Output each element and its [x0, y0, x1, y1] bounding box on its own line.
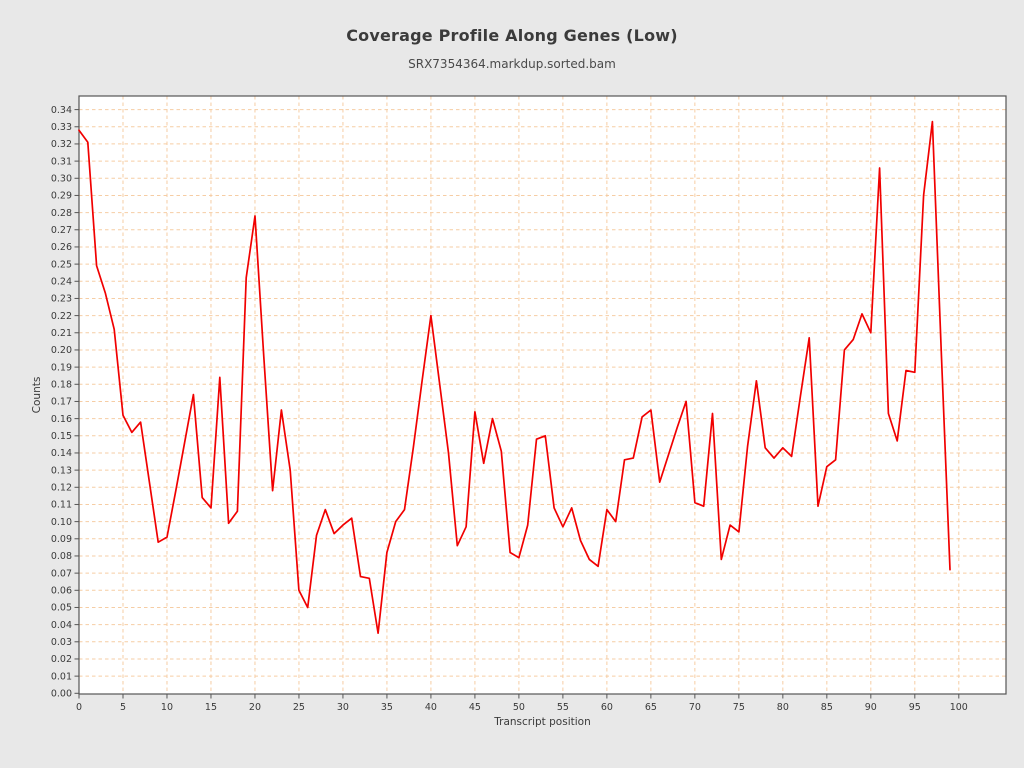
y-tick-label: 0.01	[51, 671, 72, 682]
x-tick-label: 25	[293, 702, 305, 713]
y-tick-label: 0.34	[51, 105, 72, 116]
x-tick-label: 35	[381, 702, 393, 713]
plot-frame	[78, 95, 1007, 695]
x-tick-label: 70	[689, 702, 701, 713]
y-tick-label: 0.00	[51, 689, 72, 700]
x-tick-label: 90	[865, 702, 877, 713]
y-tick-label: 0.19	[51, 362, 72, 373]
chart-title: Coverage Profile Along Genes (Low)	[346, 26, 678, 45]
y-tick-label: 0.25	[51, 259, 72, 270]
y-tick-label: 0.29	[51, 191, 72, 202]
x-tick-label: 30	[337, 702, 349, 713]
y-tick-label: 0.31	[51, 156, 72, 167]
x-tick-label: 95	[909, 702, 921, 713]
y-tick-label: 0.09	[51, 534, 72, 545]
x-tick-label: 75	[733, 702, 745, 713]
y-tick-label: 0.10	[51, 517, 72, 528]
x-tick-label: 85	[821, 702, 833, 713]
y-tick-label: 0.13	[51, 465, 72, 476]
y-tick-label: 0.32	[51, 139, 72, 150]
y-tick-label: 0.33	[51, 122, 72, 133]
y-axis-label: Counts	[31, 376, 43, 414]
y-tick-label: 0.23	[51, 294, 72, 305]
y-tick-label: 0.07	[51, 568, 72, 579]
y-tick-label: 0.05	[51, 603, 72, 614]
y-tick-label: 0.08	[51, 551, 72, 562]
x-tick-label: 80	[777, 702, 789, 713]
y-tick-label: 0.22	[51, 311, 72, 322]
y-tick-label: 0.28	[51, 208, 72, 219]
x-tick-label: 60	[601, 702, 613, 713]
x-tick-label: 100	[950, 702, 968, 713]
x-tick-label: 50	[513, 702, 525, 713]
x-tick-label: 40	[425, 702, 437, 713]
y-tick-label: 0.27	[51, 225, 72, 236]
y-tick-label: 0.03	[51, 637, 72, 648]
x-tick-label: 10	[161, 702, 173, 713]
y-tick-label: 0.16	[51, 414, 72, 425]
chart-subtitle: SRX7354364.markdup.sorted.bam	[408, 57, 616, 71]
y-tick-label: 0.14	[51, 448, 72, 459]
x-axis-label: Transcript position	[494, 716, 591, 728]
y-tick-label: 0.12	[51, 482, 72, 493]
x-tick-label: 45	[469, 702, 481, 713]
y-tick-label: 0.15	[51, 431, 72, 442]
y-tick-label: 0.17	[51, 397, 72, 408]
x-tick-label: 0	[76, 702, 82, 713]
y-tick-label: 0.20	[51, 345, 72, 356]
y-tick-label: 0.11	[51, 500, 72, 511]
y-tick-label: 0.30	[51, 173, 72, 184]
y-tick-label: 0.21	[51, 328, 72, 339]
y-tick-label: 0.06	[51, 585, 72, 596]
x-tick-label: 20	[249, 702, 261, 713]
x-tick-label: 65	[645, 702, 657, 713]
y-tick-label: 0.02	[51, 654, 72, 665]
x-tick-label: 5	[120, 702, 126, 713]
y-tick-label: 0.26	[51, 242, 72, 253]
coverage-line	[78, 120, 951, 635]
y-tick-label: 0.24	[51, 276, 72, 287]
y-tick-label: 0.18	[51, 379, 72, 390]
y-tick-label: 0.04	[51, 620, 72, 631]
x-tick-label: 55	[557, 702, 569, 713]
x-tick-label: 15	[205, 702, 217, 713]
